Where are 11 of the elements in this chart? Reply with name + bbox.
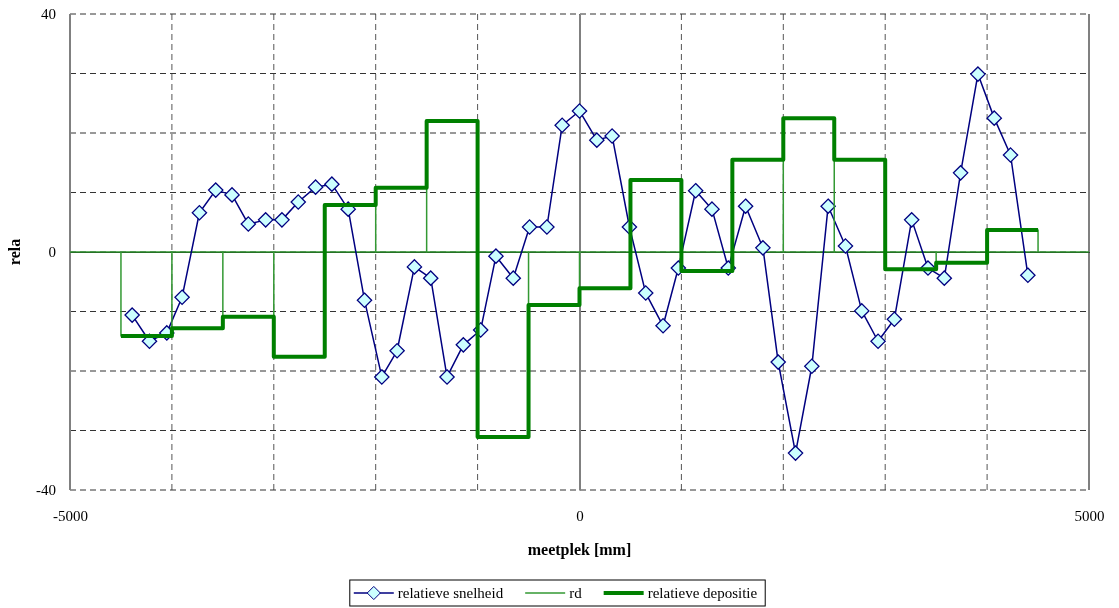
- y-tick-label: -40: [36, 482, 56, 499]
- y-tick-label: 40: [41, 6, 56, 23]
- y-tick-label: 0: [48, 244, 56, 261]
- x-tick-label: 5000: [1074, 507, 1105, 524]
- legend-label: rd: [569, 585, 583, 602]
- y-axis-title: rela: [6, 238, 23, 266]
- legend-label: relatieve depositie: [647, 585, 758, 602]
- x-tick-label: 0: [576, 507, 584, 524]
- legend-label: relatieve snelheid: [397, 585, 504, 602]
- x-tick-label: -5000: [53, 507, 88, 524]
- x-axis-title: meetplek [mm]: [527, 541, 632, 559]
